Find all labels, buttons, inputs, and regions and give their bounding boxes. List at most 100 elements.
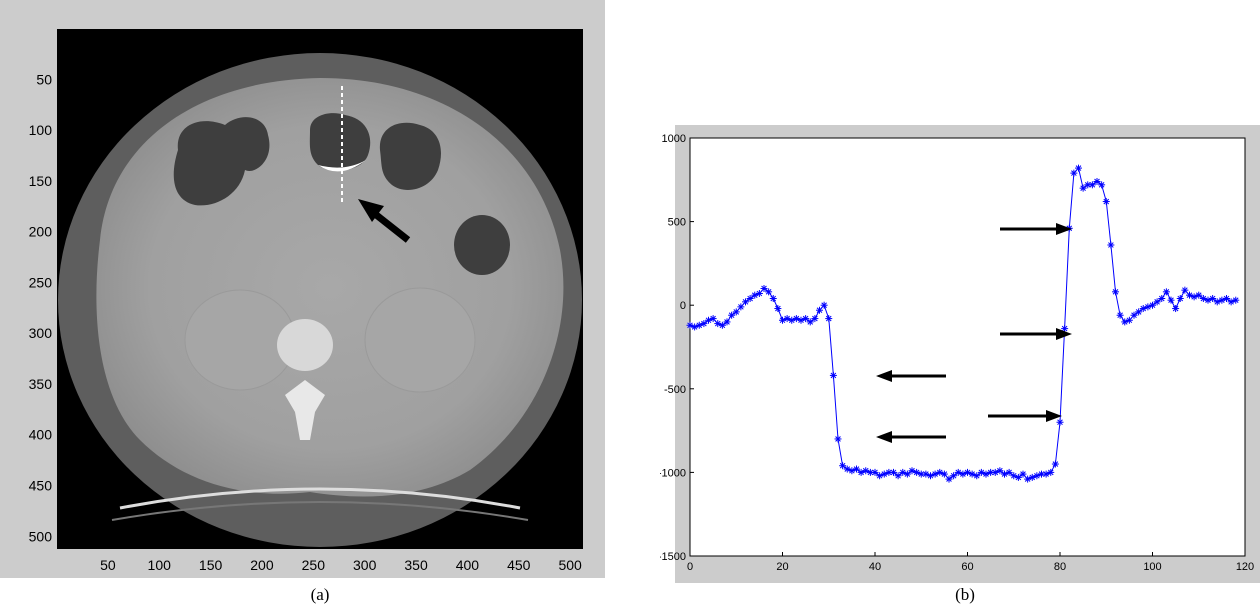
colon-gas-4 — [454, 215, 510, 275]
data-point — [1038, 470, 1045, 478]
x-tick-label: 500 — [558, 557, 582, 573]
panel-b-caption: (b) — [955, 585, 975, 604]
data-point — [1079, 184, 1087, 192]
data-point — [829, 371, 837, 379]
data-series-markers — [686, 164, 1240, 483]
data-point — [1223, 295, 1230, 303]
x-tick-label: 80 — [1054, 561, 1066, 573]
x-tick-label: 300 — [353, 557, 377, 573]
x-tick-label: 100 — [148, 557, 172, 573]
chart-x-ticks: 0 20 40 60 80 100 120 — [687, 552, 1254, 573]
panel-a-ct-image: 50 100 150 200 250 300 350 400 450 500 50 100 150 20… — [0, 0, 605, 604]
data-point — [1162, 288, 1170, 296]
vertebral-body — [277, 319, 333, 371]
data-point — [1149, 301, 1156, 309]
colon-gas-1 — [173, 117, 270, 206]
x-tick-label: 250 — [302, 557, 326, 573]
data-point — [1195, 291, 1203, 299]
data-point — [1209, 295, 1217, 303]
panel-b-profile-chart: 1000 500 0 -500 -1000 -1500 0 20 40 60 80 100 120 (… — [660, 125, 1260, 604]
chart-y-ticks: 1000 500 0 -500 -1000 -1500 — [660, 133, 694, 563]
data-point — [1047, 468, 1055, 476]
annotation-arrows — [876, 223, 1072, 443]
data-point — [709, 315, 717, 323]
data-point — [973, 472, 981, 480]
data-point — [1051, 460, 1059, 468]
data-point — [746, 295, 754, 303]
data-point — [839, 462, 847, 470]
y-tick-label: -1500 — [660, 551, 686, 563]
x-tick-label: 60 — [961, 561, 973, 573]
data-point — [723, 318, 731, 326]
x-tick-label: 40 — [869, 561, 881, 573]
x-tick-label: 100 — [1143, 561, 1161, 573]
colon-gas-3 — [379, 122, 441, 190]
y-tick-label: 250 — [29, 274, 53, 290]
data-point — [760, 284, 768, 292]
data-point — [1167, 296, 1175, 304]
data-point — [894, 472, 902, 480]
data-point — [742, 298, 749, 306]
arrow-left-icon — [876, 370, 946, 382]
data-point — [1135, 308, 1143, 316]
data-point — [792, 315, 800, 323]
data-point — [890, 468, 897, 476]
x-tick-label: 120 — [1236, 561, 1254, 573]
data-point — [769, 295, 777, 303]
right-kidney — [364, 287, 476, 393]
data-point — [732, 308, 740, 316]
x-tick-label: 150 — [199, 557, 223, 573]
data-point — [1102, 198, 1110, 206]
data-point — [811, 315, 819, 323]
vertebral-arch — [285, 380, 325, 440]
data-point — [1075, 164, 1082, 172]
colon-gas-2 — [309, 113, 371, 171]
data-point — [700, 320, 708, 328]
data-point — [940, 470, 948, 478]
y-tick-label: 400 — [29, 427, 53, 443]
scanner-table-line — [119, 487, 521, 510]
x-tick-label: 20 — [776, 561, 788, 573]
panel-a-caption: (a) — [311, 585, 330, 604]
y-tick-label: 450 — [29, 478, 53, 494]
y-tick-label: 200 — [29, 224, 53, 240]
data-point — [1176, 295, 1184, 303]
y-tick-label: 500 — [29, 528, 53, 544]
panel-a-x-ticks: 50 100 150 200 250 300 350 400 450 500 — [100, 557, 582, 573]
data-point — [820, 301, 828, 309]
data-point — [853, 465, 860, 473]
data-point — [1112, 288, 1119, 296]
data-point — [1098, 181, 1106, 189]
data-point — [755, 289, 763, 297]
panel-a-y-ticks: 50 100 150 200 250 300 350 400 450 500 — [29, 71, 53, 544]
data-point — [765, 288, 773, 296]
data-point — [1181, 286, 1189, 294]
data-point — [945, 475, 953, 483]
scanner-table-shadow — [111, 501, 529, 521]
data-point — [1093, 177, 1101, 185]
arrow-right-icon — [1000, 328, 1072, 340]
data-point — [1019, 470, 1027, 478]
data-point — [1172, 305, 1180, 313]
data-point — [1130, 311, 1138, 319]
y-tick-label: 350 — [29, 376, 53, 392]
y-tick-label: 1000 — [662, 133, 686, 145]
data-point — [1070, 169, 1078, 177]
x-tick-label: 350 — [404, 557, 428, 573]
y-tick-label: 150 — [29, 173, 53, 189]
y-tick-label: 100 — [29, 122, 53, 138]
data-point — [1125, 316, 1133, 324]
x-tick-label: 200 — [250, 557, 274, 573]
data-point — [1153, 298, 1161, 306]
arrow-left-icon — [876, 431, 946, 443]
data-point — [1232, 296, 1240, 304]
data-point — [871, 468, 879, 476]
data-point — [1014, 473, 1022, 481]
y-tick-label: 50 — [36, 71, 52, 87]
arrow-right-icon — [988, 410, 1062, 422]
arrow-right-icon — [1000, 223, 1072, 235]
x-tick-label: 0 — [687, 561, 693, 573]
data-point — [806, 318, 814, 326]
data-point — [834, 435, 842, 443]
arrow-icon — [358, 199, 411, 243]
